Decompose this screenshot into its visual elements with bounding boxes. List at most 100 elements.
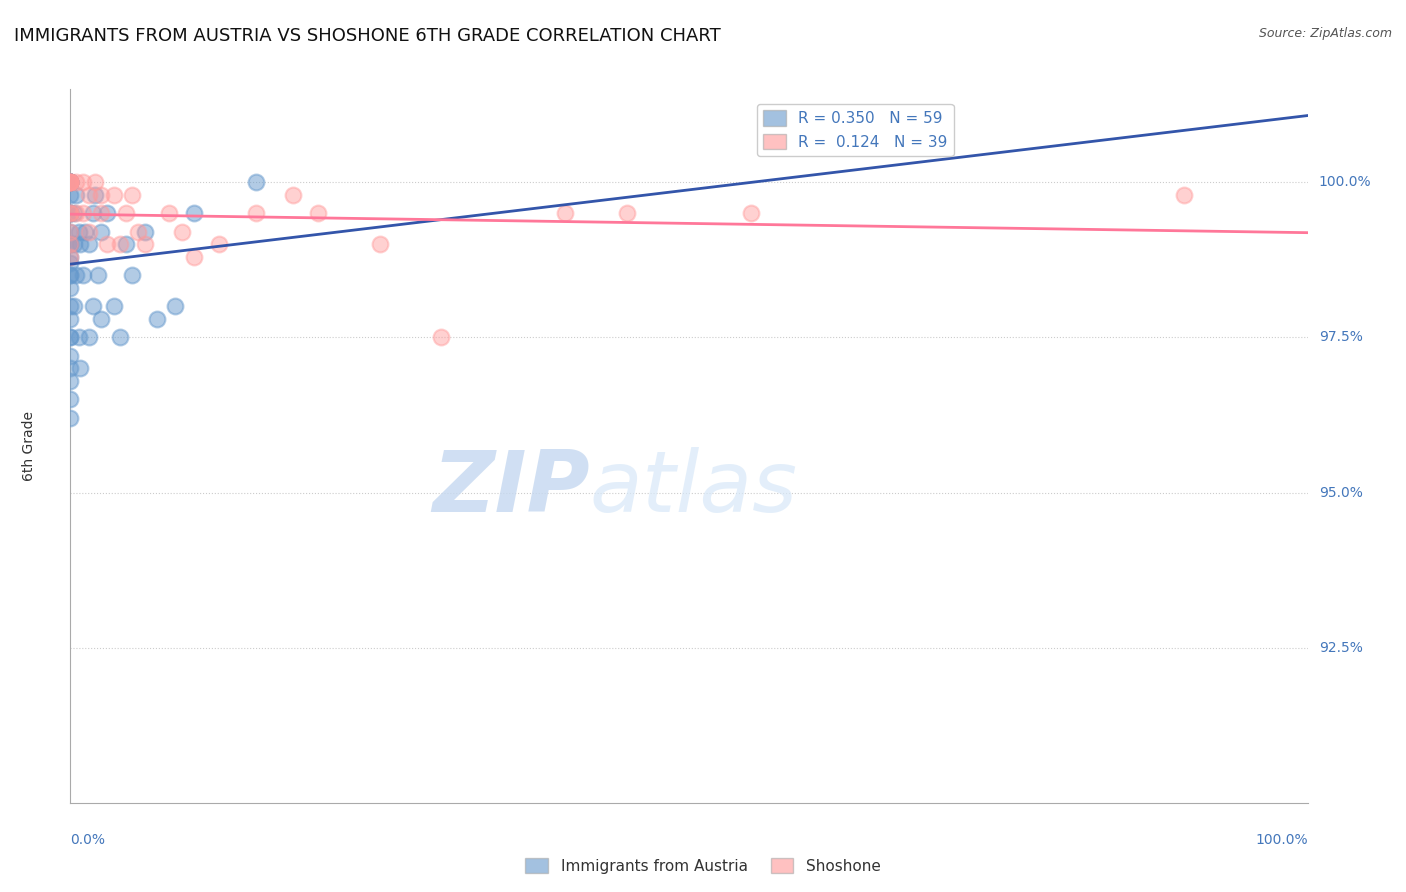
Point (245, 175, 267, 189)
Point (108, 330, 131, 344)
Point (59, 225, 82, 239)
Point (72, 268, 94, 283)
Point (59, 175, 82, 189)
Point (69, 361, 91, 376)
Point (170, 225, 193, 239)
Point (63, 299, 86, 313)
Text: 92.5%: 92.5% (1319, 640, 1362, 655)
Point (59, 175, 82, 189)
Point (82, 299, 104, 313)
Point (84, 187, 107, 202)
Point (72, 206, 94, 220)
Point (59, 206, 82, 220)
Point (103, 299, 125, 313)
Point (59, 299, 82, 313)
Point (59, 175, 82, 189)
Point (59, 175, 82, 189)
Point (77, 237, 100, 252)
Point (59, 349, 82, 363)
Point (183, 250, 205, 264)
Point (616, 206, 638, 220)
Point (59, 175, 82, 189)
Point (77, 330, 100, 344)
Point (59, 175, 82, 189)
Point (165, 299, 187, 313)
Point (59, 256, 82, 270)
Point (72, 175, 94, 189)
Point (59, 175, 82, 189)
Point (75, 225, 97, 239)
Point (59, 411, 82, 425)
Point (59, 206, 82, 220)
Point (115, 206, 138, 220)
Point (59, 237, 82, 252)
Point (63, 237, 86, 252)
Point (96, 237, 118, 252)
Point (134, 237, 156, 252)
Text: 97.5%: 97.5% (1319, 330, 1362, 344)
Point (59, 175, 82, 189)
Point (121, 268, 143, 283)
Point (740, 206, 762, 220)
Text: 100.0%: 100.0% (1319, 176, 1371, 189)
Point (82, 206, 104, 220)
Legend: Immigrants from Austria, Shoshone: Immigrants from Austria, Shoshone (519, 852, 887, 880)
Point (59, 206, 82, 220)
Text: 95.0%: 95.0% (1319, 485, 1362, 500)
Point (90, 187, 112, 202)
Point (63, 206, 86, 220)
Point (59, 361, 82, 376)
Point (69, 237, 91, 252)
Point (307, 206, 329, 220)
Text: IMMIGRANTS FROM AUSTRIA VS SHOSHONE 6TH GRADE CORRELATION CHART: IMMIGRANTS FROM AUSTRIA VS SHOSHONE 6TH … (14, 27, 721, 45)
Point (59, 175, 82, 189)
Point (157, 206, 180, 220)
Point (65, 268, 87, 283)
Point (127, 225, 149, 239)
Point (65, 175, 87, 189)
Point (245, 206, 267, 220)
Point (59, 237, 82, 252)
Point (59, 187, 82, 202)
Point (115, 237, 138, 252)
Point (59, 206, 82, 220)
Point (90, 225, 112, 239)
Point (59, 175, 82, 189)
Point (59, 175, 82, 189)
Point (84, 175, 107, 189)
Text: Source: ZipAtlas.com: Source: ZipAtlas.com (1258, 27, 1392, 40)
Point (59, 374, 82, 388)
Point (368, 237, 391, 252)
Point (59, 330, 82, 344)
Point (59, 250, 82, 264)
Point (103, 187, 125, 202)
Point (59, 268, 82, 283)
Point (59, 392, 82, 407)
Point (90, 206, 112, 220)
Point (65, 187, 87, 202)
Point (59, 311, 82, 326)
Point (59, 225, 82, 239)
Point (108, 237, 131, 252)
Text: atlas: atlas (591, 447, 799, 531)
Point (65, 206, 87, 220)
Point (208, 237, 231, 252)
Point (430, 330, 453, 344)
Text: 0.0%: 0.0% (70, 833, 105, 847)
Point (59, 175, 82, 189)
Point (1173, 187, 1195, 202)
Point (59, 237, 82, 252)
Point (77, 225, 100, 239)
Text: ZIP: ZIP (432, 447, 591, 531)
Point (77, 187, 100, 202)
Point (59, 206, 82, 220)
Point (59, 268, 82, 283)
Text: 100.0%: 100.0% (1256, 833, 1308, 847)
Point (59, 250, 82, 264)
Point (281, 187, 304, 202)
Point (121, 187, 143, 202)
Text: 6th Grade: 6th Grade (21, 411, 35, 481)
Point (59, 175, 82, 189)
Point (183, 206, 205, 220)
Point (59, 281, 82, 295)
